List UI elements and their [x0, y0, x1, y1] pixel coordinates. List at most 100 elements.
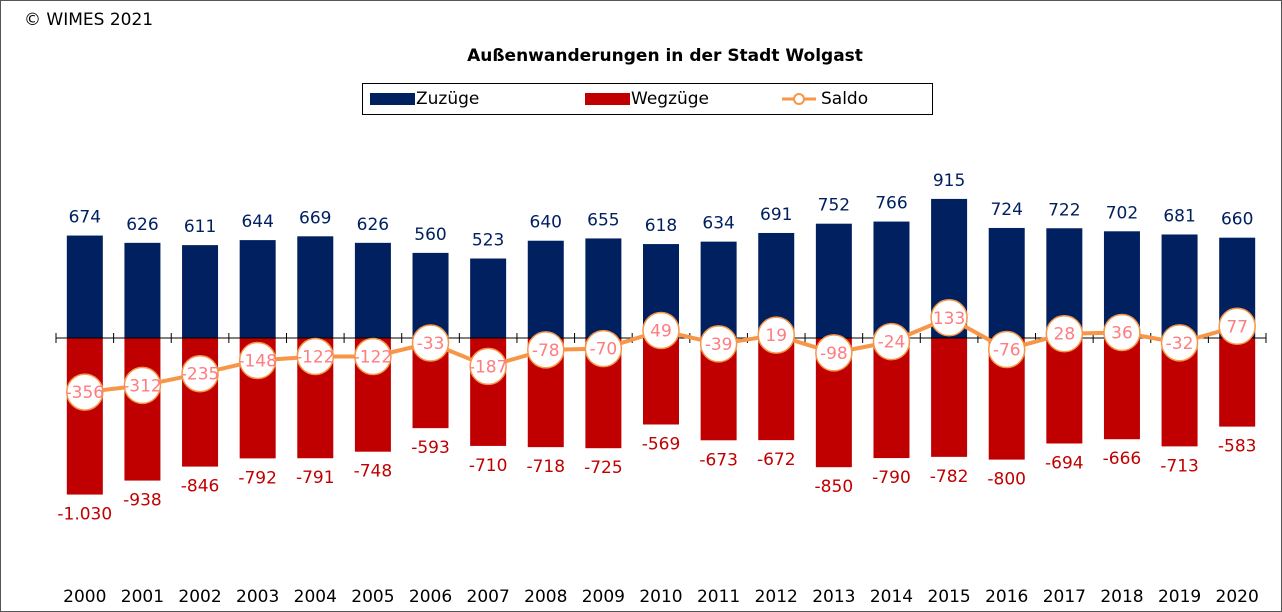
data-label: -800 — [987, 470, 1026, 490]
data-label: -98 — [820, 344, 848, 364]
bar — [815, 223, 852, 338]
data-label: -782 — [930, 467, 969, 487]
data-label: 722 — [1048, 200, 1080, 220]
line-marker — [123, 366, 162, 405]
x-tick-label: 2018 — [1100, 587, 1143, 607]
line-marker — [757, 316, 795, 354]
data-label: -70 — [589, 340, 617, 360]
bar — [1103, 338, 1140, 440]
bar — [182, 245, 219, 338]
x-tick-label: 2020 — [1216, 587, 1259, 607]
line-marker — [987, 330, 1026, 369]
x-tick-label: 2000 — [63, 587, 106, 607]
data-label: -32 — [1166, 334, 1194, 354]
bar — [758, 338, 795, 441]
data-label: -672 — [757, 450, 796, 470]
line-marker — [527, 331, 565, 369]
data-label: -122 — [296, 348, 335, 368]
bar — [873, 221, 910, 338]
x-tick-label: 2019 — [1158, 587, 1201, 607]
x-tick-label: 2006 — [409, 587, 452, 607]
bar — [527, 240, 564, 338]
data-label: 49 — [650, 322, 672, 342]
legend-swatch — [585, 93, 630, 105]
line-marker — [930, 299, 968, 337]
data-label: 915 — [933, 171, 965, 191]
data-label: 560 — [414, 225, 446, 245]
bar — [124, 242, 161, 338]
x-tick-label: 2017 — [1043, 587, 1086, 607]
line-marker — [1160, 324, 1199, 362]
x-tick-label: 2005 — [351, 587, 394, 607]
bar — [66, 338, 103, 495]
data-label: -187 — [469, 357, 508, 377]
data-label: 644 — [241, 212, 273, 232]
bar — [700, 241, 737, 338]
bar — [354, 242, 391, 338]
chart-title: Außenwanderungen in der Stadt Wolgast — [467, 46, 863, 66]
data-label: -33 — [417, 334, 445, 354]
copyright: © WIMES 2021 — [24, 10, 153, 30]
bar — [988, 227, 1025, 338]
data-label: -569 — [642, 434, 681, 454]
bar — [66, 235, 103, 338]
data-label: -24 — [878, 333, 906, 353]
data-label: -791 — [296, 468, 335, 488]
data-label: 36 — [1111, 324, 1133, 344]
data-label: 19 — [765, 326, 787, 346]
bar — [412, 252, 449, 338]
x-tick-label: 2003 — [236, 587, 279, 607]
line-marker — [642, 311, 680, 350]
data-label: 133 — [933, 309, 965, 329]
data-label: 691 — [760, 205, 792, 225]
data-label: 523 — [472, 231, 504, 251]
line-marker — [1045, 314, 1084, 353]
data-label: -792 — [238, 468, 277, 488]
legend-swatch — [370, 93, 415, 105]
x-tick-label: 2008 — [524, 587, 567, 607]
data-label: 28 — [1054, 325, 1076, 345]
bar — [297, 236, 334, 338]
x-tick-label: 2001 — [121, 587, 164, 607]
data-label: -356 — [66, 383, 105, 403]
data-label: -312 — [123, 376, 162, 396]
data-label: -78 — [532, 341, 560, 361]
data-label: -725 — [584, 458, 623, 478]
x-tick-label: 2013 — [812, 587, 855, 607]
data-label: 752 — [818, 196, 850, 216]
line-marker — [1218, 307, 1256, 346]
data-label: -666 — [1103, 449, 1142, 469]
data-label: -718 — [526, 457, 565, 477]
x-tick-label: 2004 — [294, 587, 337, 607]
data-label: -938 — [123, 491, 162, 511]
data-label: -694 — [1045, 453, 1084, 473]
line-marker — [872, 322, 911, 361]
x-tick-label: 2015 — [927, 587, 970, 607]
line-marker — [469, 347, 507, 386]
bar — [470, 258, 507, 338]
line-marker — [238, 341, 277, 380]
data-label: 634 — [702, 214, 734, 234]
data-label: -122 — [354, 348, 393, 368]
legend-label: Wegzüge — [631, 89, 709, 109]
line-marker — [584, 329, 623, 368]
legend-label: Zuzüge — [416, 89, 479, 109]
data-label: -39 — [705, 335, 733, 355]
line-marker — [411, 324, 450, 362]
x-tick-label: 2002 — [178, 587, 221, 607]
data-label: -713 — [1160, 456, 1199, 476]
data-label: -673 — [699, 450, 738, 470]
x-tick-label: 2007 — [467, 587, 510, 607]
data-label: 702 — [1106, 203, 1138, 223]
bar — [124, 338, 161, 481]
data-label: 626 — [126, 215, 158, 235]
bar — [1046, 338, 1083, 444]
data-label: -1.030 — [57, 505, 112, 525]
line-marker — [1103, 313, 1141, 352]
line-marker — [296, 337, 335, 376]
data-label: -710 — [469, 456, 508, 476]
data-label: 655 — [587, 210, 619, 230]
bar — [1161, 234, 1198, 338]
line-marker — [66, 373, 104, 411]
